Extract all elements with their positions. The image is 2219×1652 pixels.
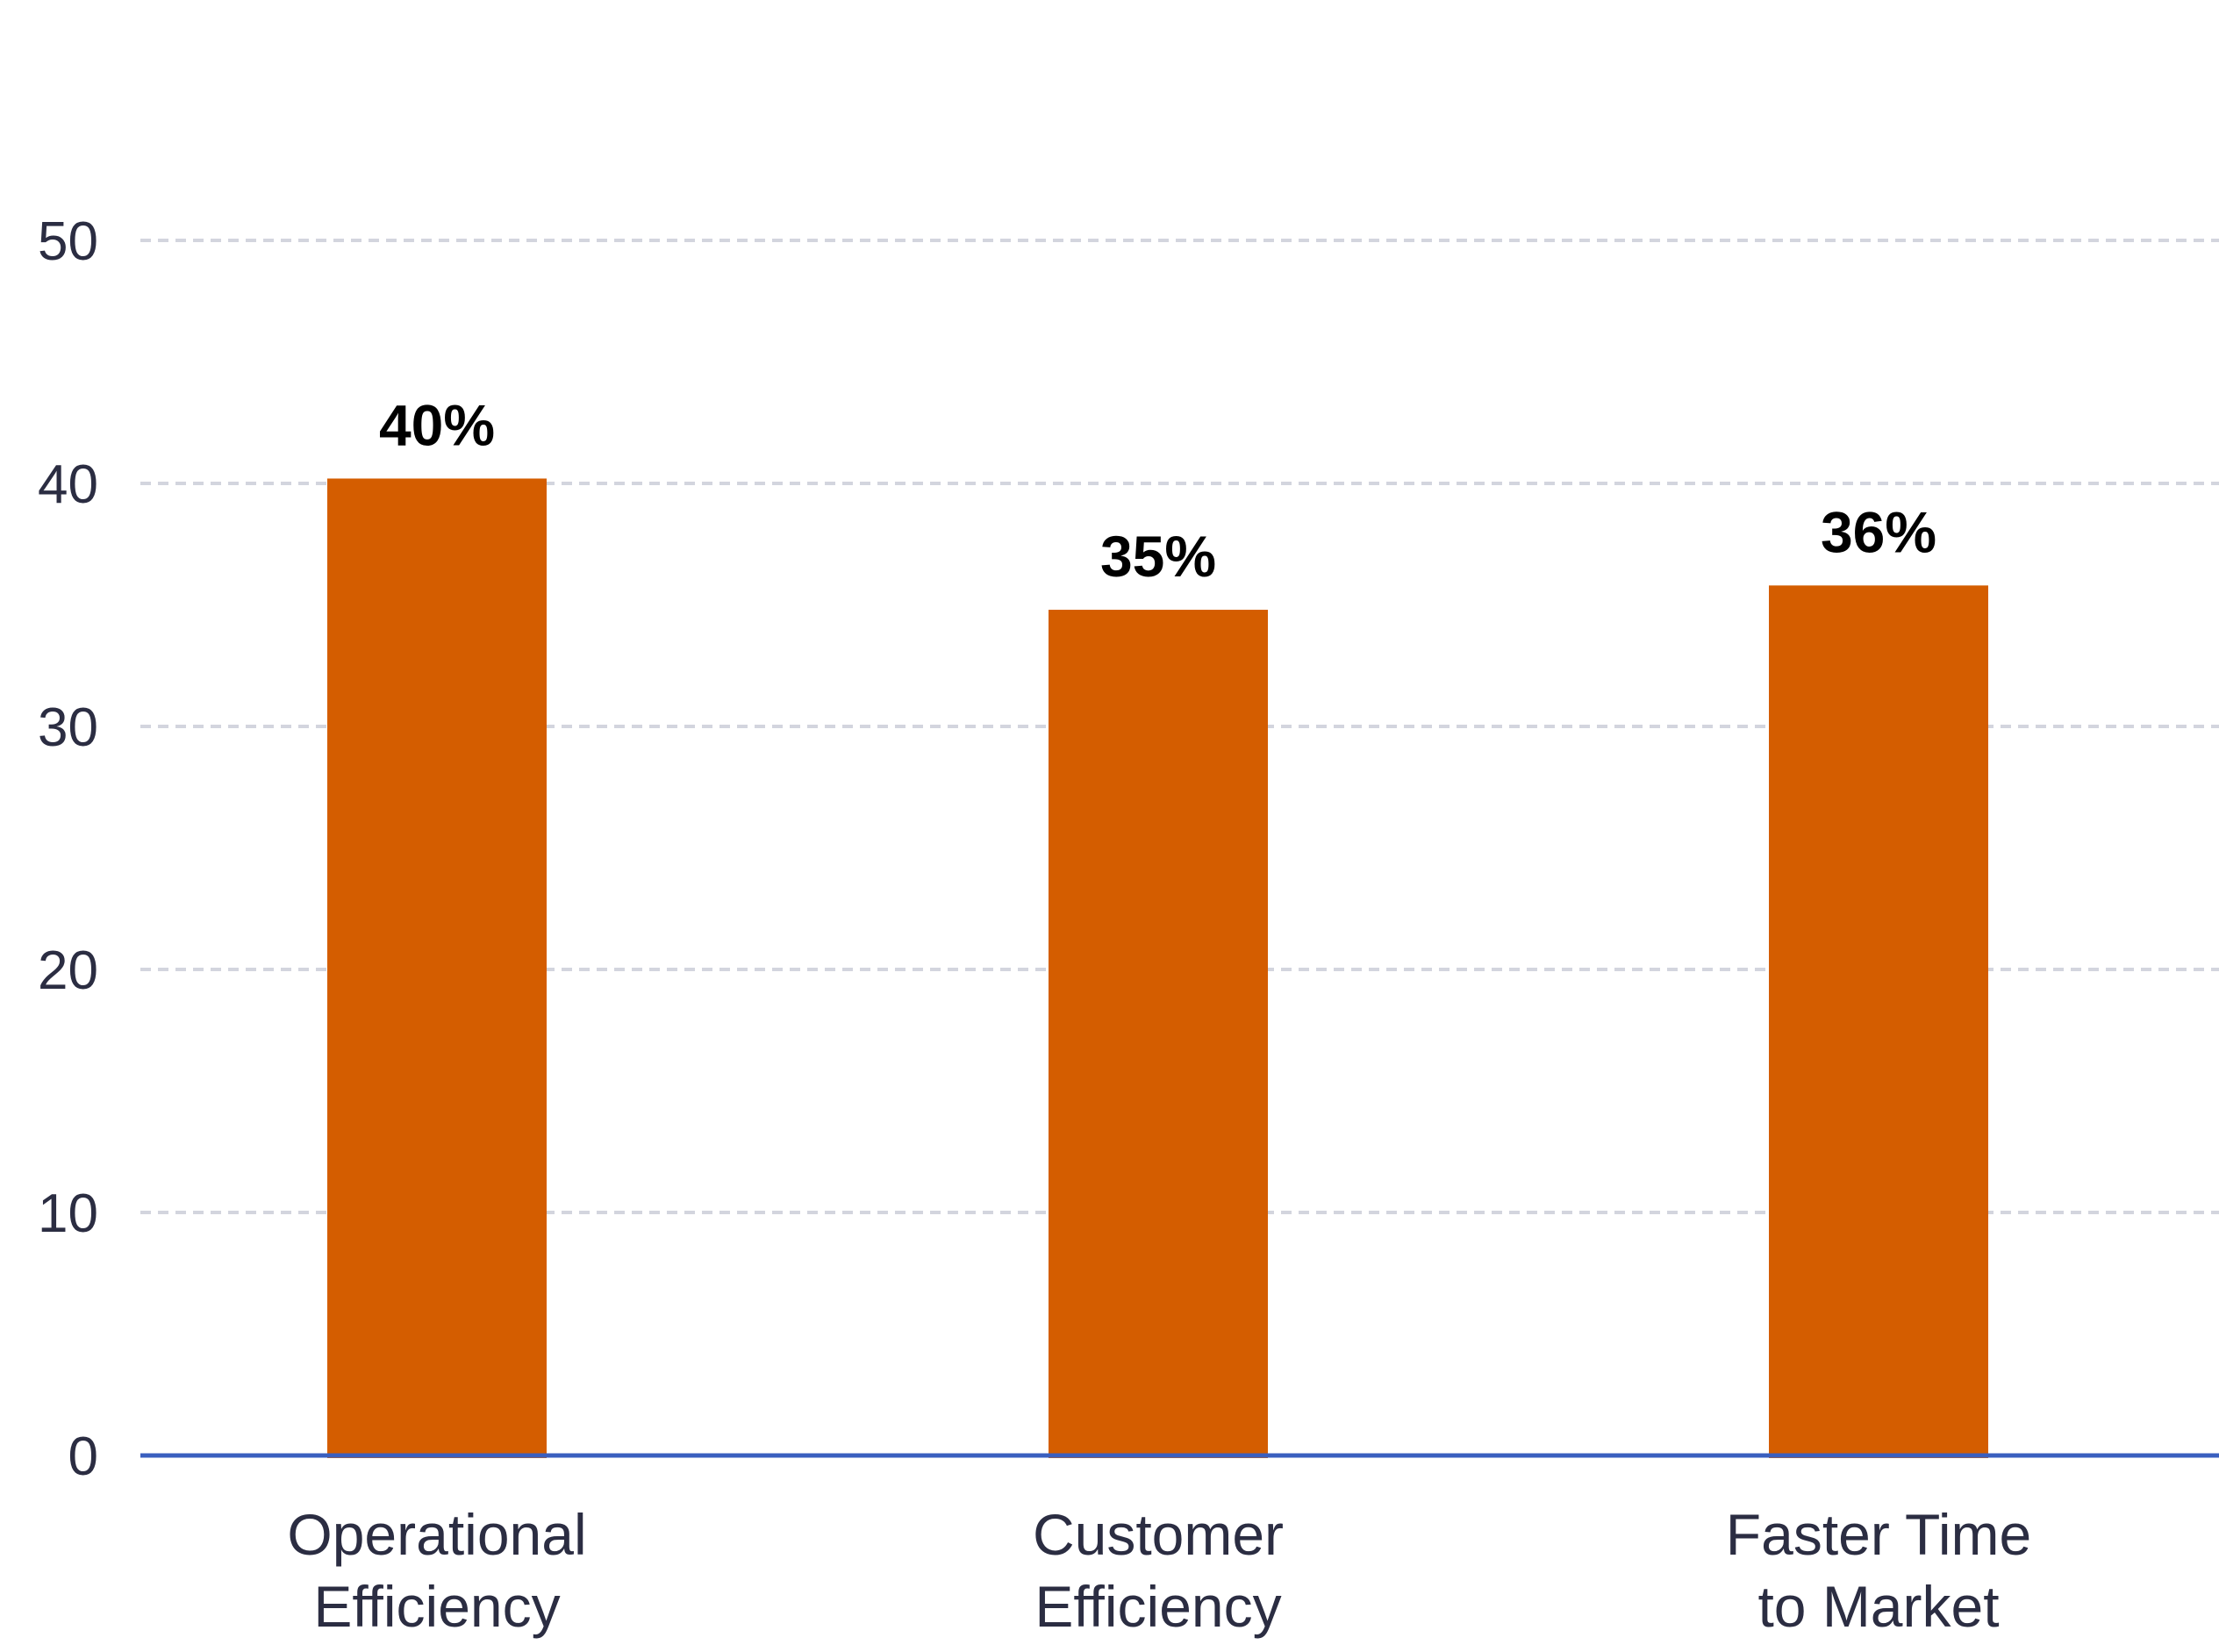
data-labels: 40% 35% 36% [379,392,1936,589]
x-axis-categories: Operational Efficiency Customer Efficiency F… [287,1502,2031,1639]
y-tick-label: 0 [68,1427,98,1487]
y-tick-label: 40 [38,454,98,515]
x-category-label: Efficiency [313,1574,560,1639]
x-category-label: Faster Time [1726,1502,2031,1567]
bar [1049,610,1268,1458]
data-label: 35% [1100,524,1216,589]
y-tick-label: 30 [38,697,98,758]
data-label: 36% [1821,499,1936,564]
y-tick-label: 10 [38,1184,98,1244]
x-category-label: to Market [1757,1574,1999,1639]
y-axis-ticks: 0 10 20 30 40 50 [38,211,98,1487]
bar [1769,585,1988,1458]
bar [327,478,547,1459]
y-tick-label: 20 [38,940,98,1001]
x-category-label: Efficiency [1034,1574,1281,1639]
x-category-label: Operational [287,1502,586,1567]
y-tick-label: 50 [38,211,98,272]
x-category-label: Customer [1033,1502,1284,1567]
data-label: 40% [379,392,495,457]
bars [327,478,1988,1459]
